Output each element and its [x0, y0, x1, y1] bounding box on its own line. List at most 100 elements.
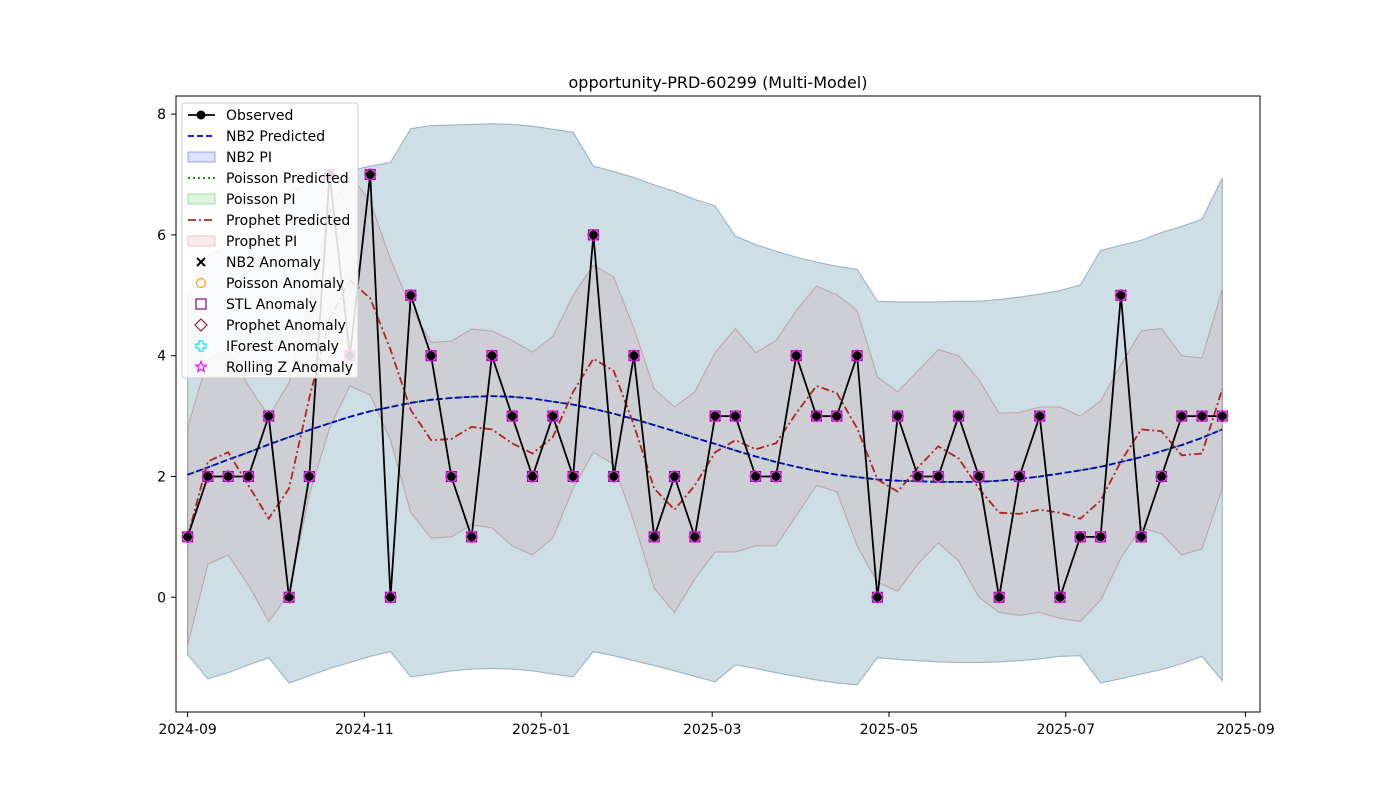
legend: Observed NB2 Predicted NB2 PI Poisson Predi… [181, 102, 359, 379]
legend-entry: NB2 Anomaly [196, 255, 321, 271]
observed-point [1033, 410, 1046, 423]
legend-entry: Poisson PI [187, 192, 295, 208]
legend-entry: Poisson Anomaly [195, 276, 344, 292]
series-line-nb2-predicted [187, 395, 1223, 483]
observed-point [364, 168, 377, 181]
legend-entry: Prophet Predicted [188, 213, 350, 229]
legend-entry: IForest Anomaly [195, 339, 339, 355]
observed-point [485, 349, 498, 362]
observed-point [445, 470, 458, 483]
legend-entry: Rolling Z Anomaly [194, 359, 353, 376]
observed-point [587, 228, 600, 241]
y-tick-label: 2 [157, 469, 166, 485]
legend-entry: Poisson Predicted [188, 171, 349, 187]
observed-point [283, 591, 296, 604]
observed-point [972, 470, 985, 483]
observed-point [851, 349, 864, 362]
observed-point [1114, 289, 1127, 302]
legend-entry: Observed [188, 108, 293, 124]
observed-point [952, 410, 965, 423]
observed-point [932, 470, 945, 483]
legend-entry: NB2 PI [187, 150, 272, 166]
observed-point [1196, 410, 1209, 423]
x-tick-label: 2024-09 [158, 722, 217, 738]
observed-point [222, 470, 235, 483]
legend-label: Prophet PI [226, 234, 297, 250]
legend-label: Prophet Anomaly [226, 318, 346, 334]
observed-point [648, 530, 661, 543]
legend-entry: Prophet PI [187, 234, 297, 250]
x-tick-label: 2025-09 [1216, 722, 1275, 738]
legend-label: Observed [226, 108, 293, 124]
legend-box [181, 102, 359, 379]
observed-point [911, 470, 924, 483]
observed-point [262, 410, 275, 423]
observed-point [181, 530, 194, 543]
observed-point [729, 410, 742, 423]
data-points [181, 168, 1229, 604]
legend-label: Prophet Predicted [226, 213, 350, 229]
observed-point [790, 349, 803, 362]
observed-point [404, 289, 417, 302]
observed-point [546, 410, 559, 423]
observed-point [1155, 470, 1168, 483]
legend-entry: Prophet Anomaly [194, 318, 346, 334]
legend-label: Poisson PI [226, 192, 295, 208]
observed-point [668, 470, 681, 483]
observed-point [465, 530, 478, 543]
observed-point [1054, 591, 1067, 604]
observed-point [303, 470, 316, 483]
observed-point [201, 470, 214, 483]
x-tick-label: 2025-07 [1037, 722, 1096, 738]
observed-point [384, 591, 397, 604]
band-poisson-pi [187, 123, 1223, 686]
observed-point [506, 410, 519, 423]
legend-label: STL Anomaly [226, 297, 317, 313]
legend-label: NB2 Anomaly [226, 255, 321, 271]
legend-entry: STL Anomaly [195, 297, 317, 313]
observed-point [769, 470, 782, 483]
x-tick-label: 2025-03 [683, 722, 742, 738]
chart-title: opportunity-PRD-60299 (Multi-Model) [569, 73, 868, 92]
observed-point [567, 470, 580, 483]
x-axis: 2024-09 2024-11 2025-01 2025-03 2025-05 2025-… [158, 712, 1275, 738]
observed-point [242, 470, 255, 483]
observed-point [1074, 530, 1087, 543]
series-lines [186, 174, 1224, 598]
observed-point [993, 591, 1006, 604]
x-tick-label: 2025-05 [860, 722, 919, 738]
legend-label: NB2 Predicted [226, 129, 325, 145]
observed-point [1094, 530, 1107, 543]
legend-entry: NB2 Predicted [188, 129, 325, 145]
legend-label: IForest Anomaly [226, 339, 339, 355]
observed-point [425, 349, 438, 362]
y-axis: 0 2 4 6 8 [157, 107, 176, 606]
observed-point [1175, 410, 1188, 423]
legend-label: Poisson Anomaly [226, 276, 344, 292]
observed-point [688, 530, 701, 543]
series-line-observed [186, 174, 1223, 598]
x-tick-label: 2024-11 [335, 722, 394, 738]
legend-label: Poisson Predicted [226, 171, 349, 187]
x-tick-label: 2025-01 [512, 722, 571, 738]
plot-frame [175, 95, 1261, 713]
observed-point [709, 410, 722, 423]
band-prophet-pi [187, 173, 1223, 646]
observed-point [1216, 410, 1229, 423]
observed-point [526, 470, 539, 483]
observed-point [1013, 470, 1026, 483]
observed-point [891, 410, 904, 423]
y-tick-label: 0 [157, 590, 166, 606]
y-tick-label: 8 [157, 107, 166, 123]
prediction-intervals [187, 123, 1223, 686]
observed-point [871, 591, 884, 604]
observed-point [627, 349, 640, 362]
y-tick-label: 6 [157, 228, 166, 244]
observed-point [1135, 530, 1148, 543]
observed-point [607, 470, 620, 483]
observed-point [810, 410, 823, 423]
legend-label: Rolling Z Anomaly [226, 360, 353, 376]
y-tick-label: 4 [157, 349, 166, 365]
observed-point [749, 470, 762, 483]
